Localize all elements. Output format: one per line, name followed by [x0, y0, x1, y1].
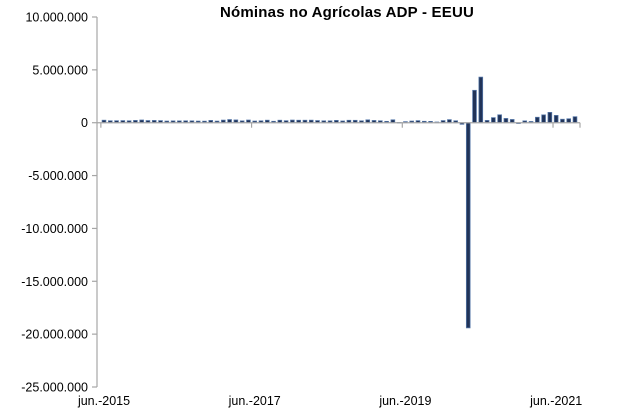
- y-tick-label: -15.000.000: [21, 275, 88, 289]
- bar-jun-2021: [553, 115, 559, 124]
- y-tick-label: 0: [81, 116, 88, 130]
- bar-oct-2020: [503, 118, 509, 124]
- y-tick-label: 10.000.000: [25, 11, 88, 25]
- x-tick-label: jun.-2015: [77, 394, 130, 408]
- y-tick-label: 5.000.000: [32, 63, 88, 77]
- y-tick-label: -20.000.000: [21, 328, 88, 342]
- x-tick-label: jun.-2017: [228, 394, 281, 408]
- y-tick-label: -25.000.000: [21, 381, 88, 395]
- bar-sep-2020: [497, 114, 502, 124]
- y-tick-label: -10.000.000: [21, 222, 88, 236]
- y-tick-label: -5.000.000: [28, 169, 88, 183]
- bar-ago-2020: [491, 117, 496, 124]
- chart-title: Nóminas no Agrícolas ADP - EEUU: [219, 4, 475, 21]
- bar-abr-2020: [465, 122, 471, 329]
- x-tick-label: jun.-2021: [529, 394, 582, 408]
- bar-may-2021: [547, 112, 553, 124]
- bar-jun-2020: [478, 76, 484, 124]
- bar-sep-2021: [572, 116, 578, 124]
- bar-may-2020: [472, 89, 477, 124]
- x-tick-label: jun.-2019: [378, 394, 431, 408]
- bar-abr-2021: [541, 114, 546, 124]
- bar-mar-2021: [535, 116, 540, 124]
